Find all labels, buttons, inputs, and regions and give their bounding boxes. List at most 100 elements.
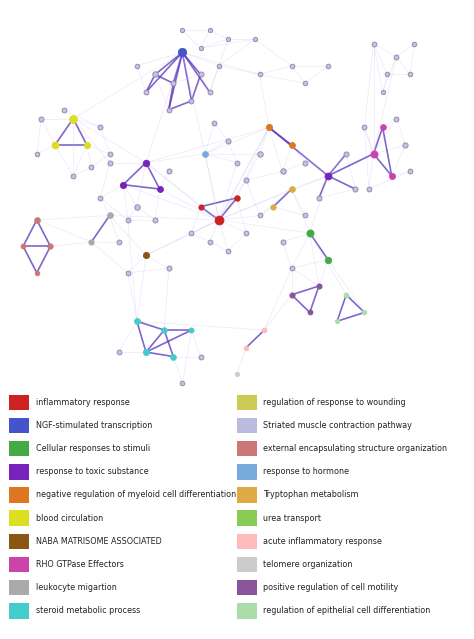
Point (333, 316, 341, 327)
Bar (9, 603, 29, 619)
Text: external encapsulating structure organization: external encapsulating structure organiz… (263, 444, 447, 453)
Bar (9, 394, 29, 410)
Point (288, 140, 295, 150)
Point (37, 114, 45, 124)
Point (179, 47, 186, 58)
Text: positive regulation of cell motility: positive regulation of cell motility (263, 583, 398, 592)
Point (165, 105, 173, 115)
Point (288, 263, 295, 273)
Bar (9, 464, 29, 479)
Text: Striated muscle contraction pathway: Striated muscle contraction pathway (263, 421, 412, 430)
Bar (237, 394, 257, 410)
Point (242, 228, 250, 238)
Point (279, 237, 286, 247)
Point (33, 268, 41, 278)
Point (197, 351, 204, 362)
Point (361, 122, 368, 132)
Point (188, 228, 195, 238)
Point (301, 78, 309, 88)
Point (88, 162, 95, 172)
Text: response to toxic substance: response to toxic substance (36, 467, 148, 476)
Point (88, 237, 95, 247)
Point (83, 140, 91, 150)
Bar (9, 441, 29, 456)
Point (115, 237, 122, 247)
Point (133, 316, 141, 327)
Point (224, 135, 232, 146)
Point (210, 118, 218, 128)
Point (206, 237, 213, 247)
Point (261, 325, 268, 335)
Text: telomere organization: telomere organization (263, 560, 353, 569)
Point (206, 87, 213, 97)
Point (392, 52, 400, 62)
Point (106, 149, 113, 159)
Point (170, 351, 177, 362)
Point (188, 325, 195, 335)
Point (256, 70, 264, 80)
Point (142, 250, 150, 260)
Point (46, 242, 54, 252)
Point (151, 215, 159, 225)
Point (361, 307, 368, 318)
Text: regulation of epithelial cell differentiation: regulation of epithelial cell differenti… (263, 606, 430, 615)
Point (151, 70, 159, 80)
Point (224, 34, 232, 44)
Point (270, 201, 277, 212)
Point (256, 210, 264, 220)
Point (124, 215, 132, 225)
Bar (237, 441, 257, 456)
Point (406, 70, 414, 80)
Bar (9, 418, 29, 433)
Point (342, 149, 350, 159)
Bar (9, 580, 29, 596)
Point (170, 78, 177, 88)
Point (119, 180, 127, 190)
Point (51, 140, 59, 150)
Point (265, 122, 273, 132)
Point (288, 289, 295, 300)
Point (224, 245, 232, 256)
Point (133, 61, 141, 71)
Point (165, 166, 173, 176)
Bar (237, 603, 257, 619)
Point (370, 38, 377, 49)
Point (156, 184, 164, 194)
Point (106, 210, 113, 220)
Point (206, 26, 213, 36)
Bar (9, 557, 29, 572)
Bar (9, 511, 29, 526)
Point (315, 193, 323, 203)
Point (179, 378, 186, 388)
Point (33, 215, 41, 225)
Bar (9, 534, 29, 549)
Point (306, 307, 314, 318)
Point (256, 149, 264, 159)
Point (306, 228, 314, 238)
Point (324, 171, 332, 181)
Point (197, 201, 204, 212)
Point (233, 157, 241, 167)
Point (188, 96, 195, 106)
Bar (237, 511, 257, 526)
Point (315, 281, 323, 291)
Text: regulation of response to wounding: regulation of response to wounding (263, 397, 406, 407)
Bar (237, 418, 257, 433)
Point (251, 34, 259, 44)
Point (179, 26, 186, 36)
Point (288, 184, 295, 194)
Point (242, 343, 250, 353)
Bar (237, 557, 257, 572)
Text: steroid metabolic process: steroid metabolic process (36, 606, 140, 615)
Text: Cellular responses to stimuli: Cellular responses to stimuli (36, 444, 150, 453)
Point (370, 149, 377, 159)
Point (133, 201, 141, 212)
Text: blood circulation: blood circulation (36, 514, 103, 523)
Point (19, 242, 27, 252)
Point (388, 171, 395, 181)
Text: leukocyte migartion: leukocyte migartion (36, 583, 116, 592)
Point (342, 289, 350, 300)
Point (165, 263, 173, 273)
Point (233, 369, 241, 380)
Point (69, 171, 77, 181)
